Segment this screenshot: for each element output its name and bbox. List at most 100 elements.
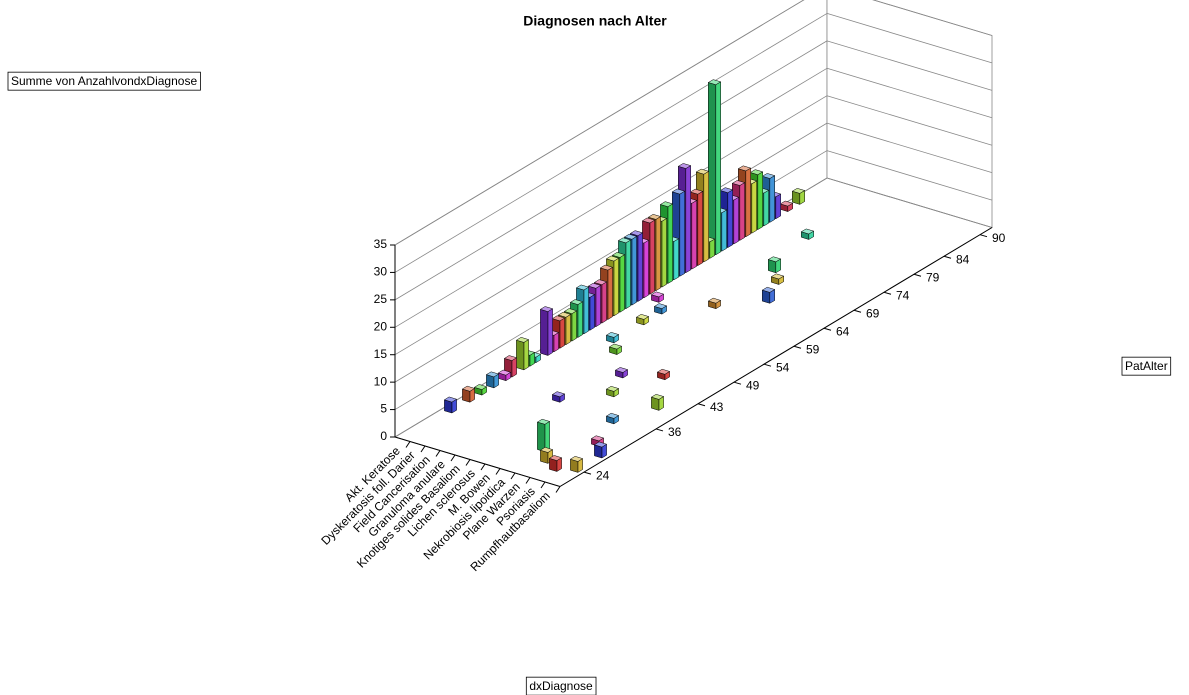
bar-top [569, 456, 584, 462]
bar-front [715, 81, 721, 256]
bar-front [631, 235, 637, 306]
axis-title: Summe von AnzahlvondxDiagnose [11, 74, 197, 88]
bar-front [583, 286, 589, 335]
bar-top [641, 217, 656, 224]
grid-line [394, 67, 828, 328]
bar-top [539, 306, 554, 312]
bar-side [540, 308, 549, 356]
bar-top [749, 169, 764, 175]
bar-top [671, 188, 686, 195]
bar [608, 343, 623, 356]
axis-title: dxDiagnose [529, 679, 593, 693]
bar [800, 228, 815, 240]
bar-top [443, 396, 458, 403]
bar-top [761, 173, 776, 179]
bar-top [575, 284, 590, 291]
bar-front [751, 180, 757, 234]
bar-top [767, 256, 782, 263]
x-tick-label: 49 [746, 378, 760, 392]
bar-front [637, 232, 643, 302]
bar-front [697, 190, 703, 267]
x-tick [763, 363, 772, 367]
bar-front [649, 219, 655, 295]
x-tick [733, 381, 742, 385]
bar [461, 385, 476, 403]
bar-top [605, 412, 620, 419]
bar-side [516, 339, 525, 371]
grid-line [394, 13, 828, 273]
grid-line [826, 40, 993, 91]
axis-title: PatAlter [1125, 359, 1168, 373]
bar-top [650, 394, 665, 400]
category-tick [525, 477, 531, 484]
bar-top [653, 303, 668, 309]
x-tick-label: 36 [668, 425, 682, 439]
bar-front [511, 357, 517, 378]
bar-top [461, 385, 476, 392]
bar-front [625, 239, 631, 310]
bar [656, 368, 671, 381]
bar [485, 371, 500, 389]
bar-top [605, 386, 620, 392]
bar-front [601, 281, 607, 324]
bar-front [721, 209, 727, 252]
bar-side [537, 421, 546, 453]
bar [443, 396, 458, 414]
bar [593, 441, 608, 459]
bar-front [691, 199, 697, 270]
grid-line [826, 150, 993, 201]
bar-top [614, 367, 629, 373]
category-tick [510, 472, 516, 480]
bar-top [623, 233, 638, 240]
bar-front [544, 420, 550, 453]
category-tick [555, 486, 561, 493]
bar-top [503, 355, 518, 361]
x-tick [583, 471, 592, 475]
bar-front [547, 308, 553, 356]
axis-title-box [1121, 356, 1172, 376]
grid-line [826, 177, 993, 228]
y-tick-label: 25 [374, 292, 388, 306]
bar [569, 456, 584, 473]
x-tick-label: 43 [710, 400, 724, 414]
grid-line [826, 95, 993, 146]
bar [767, 256, 782, 274]
x-tick [697, 403, 706, 407]
bar-top [647, 214, 662, 220]
bar-top [629, 230, 644, 236]
x-tick-label: 69 [866, 306, 880, 320]
x-tick [883, 291, 892, 295]
bar-top [539, 447, 554, 453]
y-tick-label: 35 [374, 237, 388, 251]
bar [707, 79, 722, 256]
bar [650, 291, 665, 303]
bar-top [515, 337, 530, 343]
grid-line [826, 122, 993, 174]
bar-top [590, 435, 605, 442]
bar-top [569, 299, 584, 305]
bar [605, 412, 620, 425]
bar-top [557, 311, 572, 318]
bar-front [679, 190, 685, 277]
bar-front [655, 216, 661, 292]
bar-top [779, 200, 794, 207]
bar [650, 394, 665, 411]
bar-front [577, 301, 583, 338]
category-tick [420, 445, 426, 453]
bar-top [548, 455, 563, 461]
category-tick [540, 481, 546, 489]
bar-front [745, 167, 751, 238]
bar-front [607, 266, 613, 320]
axis-title-box [7, 71, 201, 91]
bar-top [587, 282, 602, 289]
bar-front [757, 171, 763, 231]
bar-front [769, 175, 775, 223]
bar [761, 286, 776, 304]
y-tick-label: 15 [374, 347, 388, 361]
bar-front [619, 254, 625, 313]
bar-front [523, 339, 529, 371]
bar-front [673, 238, 679, 281]
bar [653, 303, 668, 315]
x-tick-label: 64 [836, 324, 850, 338]
